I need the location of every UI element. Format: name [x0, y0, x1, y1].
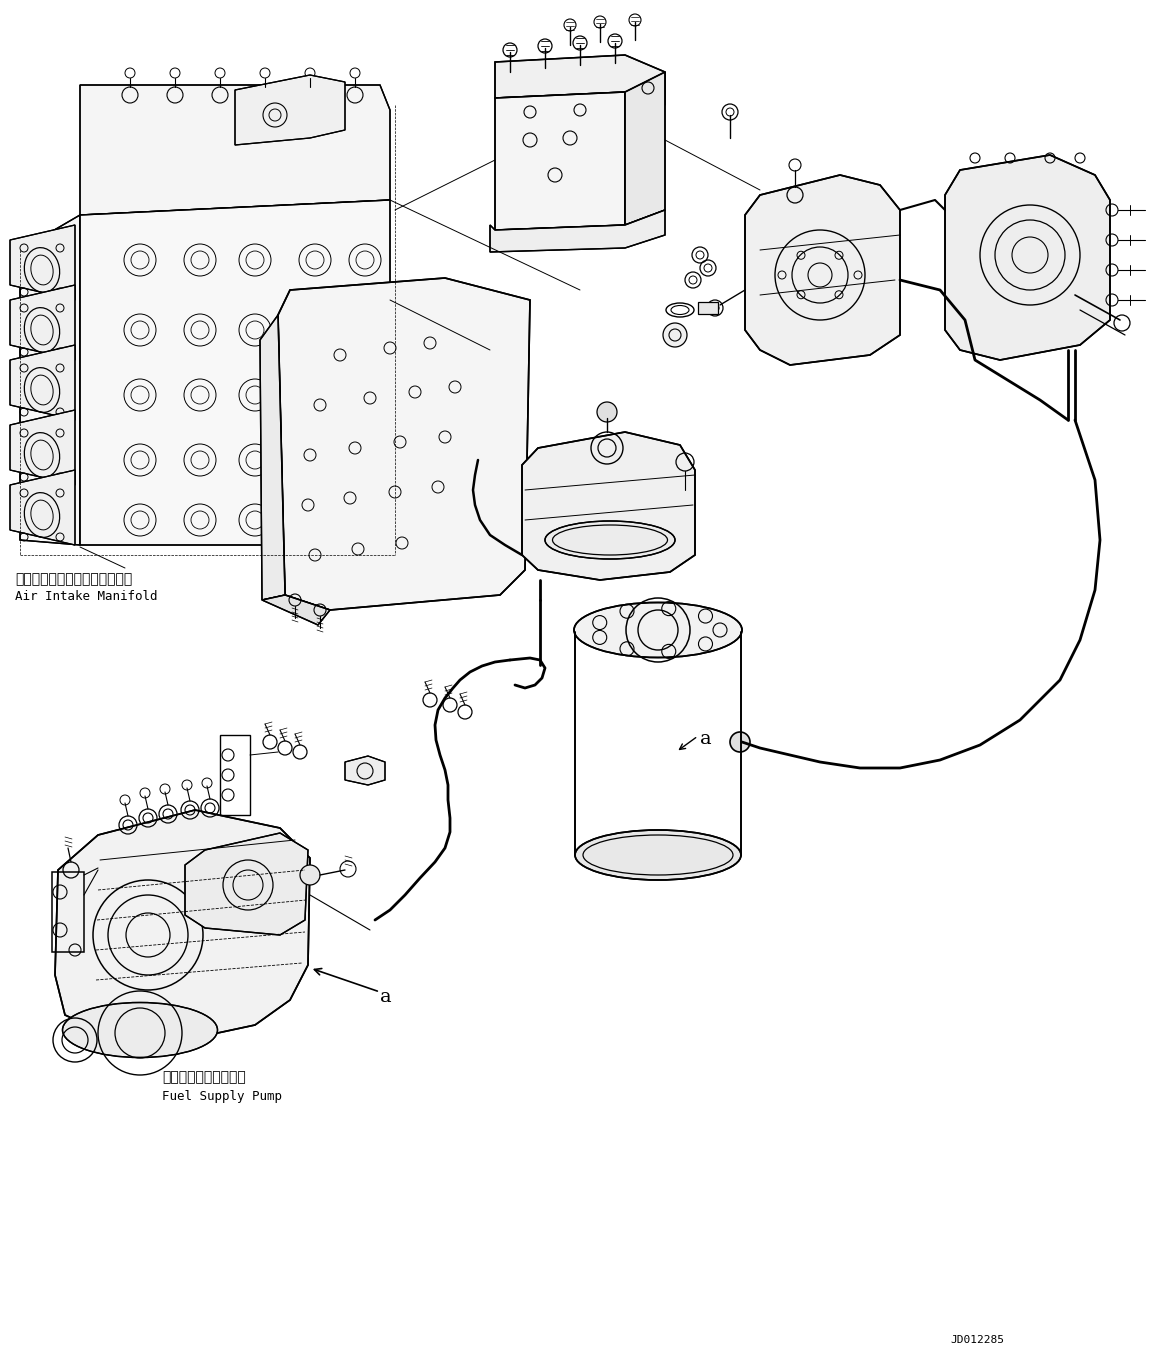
- Ellipse shape: [575, 602, 742, 658]
- Circle shape: [597, 402, 618, 421]
- Bar: [698, 302, 718, 315]
- Ellipse shape: [63, 1003, 217, 1057]
- Text: JD012285: JD012285: [950, 1335, 1004, 1345]
- Text: a: a: [700, 731, 712, 748]
- Circle shape: [350, 68, 361, 78]
- Polygon shape: [345, 757, 385, 785]
- Ellipse shape: [545, 521, 675, 560]
- Text: Air Intake Manifold: Air Intake Manifold: [15, 590, 157, 603]
- Circle shape: [124, 68, 135, 78]
- Circle shape: [663, 323, 687, 347]
- Polygon shape: [745, 175, 900, 365]
- Bar: [220, 735, 250, 815]
- Polygon shape: [625, 73, 665, 224]
- Polygon shape: [522, 432, 695, 580]
- Circle shape: [789, 159, 801, 171]
- Polygon shape: [946, 155, 1110, 360]
- Circle shape: [202, 778, 212, 788]
- Polygon shape: [262, 595, 330, 625]
- Polygon shape: [10, 224, 74, 300]
- Bar: [52, 871, 84, 952]
- Polygon shape: [20, 215, 80, 544]
- Polygon shape: [495, 92, 625, 230]
- Text: Fuel Supply Pump: Fuel Supply Pump: [162, 1090, 281, 1103]
- Polygon shape: [495, 55, 665, 105]
- Polygon shape: [278, 278, 530, 610]
- Polygon shape: [55, 810, 311, 1040]
- Polygon shape: [10, 410, 74, 486]
- Text: エアーインテークマニホールド: エアーインテークマニホールド: [15, 572, 133, 586]
- Polygon shape: [10, 471, 74, 544]
- Circle shape: [181, 780, 192, 789]
- Polygon shape: [185, 833, 308, 934]
- Polygon shape: [490, 211, 665, 252]
- Polygon shape: [10, 345, 74, 420]
- Circle shape: [261, 68, 270, 78]
- Text: フェルサプライボンプ: フェルサプライボンプ: [162, 1070, 245, 1083]
- Circle shape: [140, 788, 150, 798]
- Polygon shape: [261, 315, 285, 601]
- Circle shape: [300, 865, 320, 885]
- Ellipse shape: [575, 830, 741, 880]
- Circle shape: [730, 732, 750, 752]
- Polygon shape: [235, 75, 345, 145]
- Circle shape: [120, 795, 130, 804]
- Circle shape: [170, 68, 180, 78]
- Polygon shape: [10, 285, 74, 360]
- Polygon shape: [80, 85, 390, 215]
- Circle shape: [215, 68, 224, 78]
- Polygon shape: [80, 200, 390, 544]
- Circle shape: [160, 784, 170, 793]
- Text: a: a: [380, 988, 392, 1005]
- Circle shape: [305, 68, 315, 78]
